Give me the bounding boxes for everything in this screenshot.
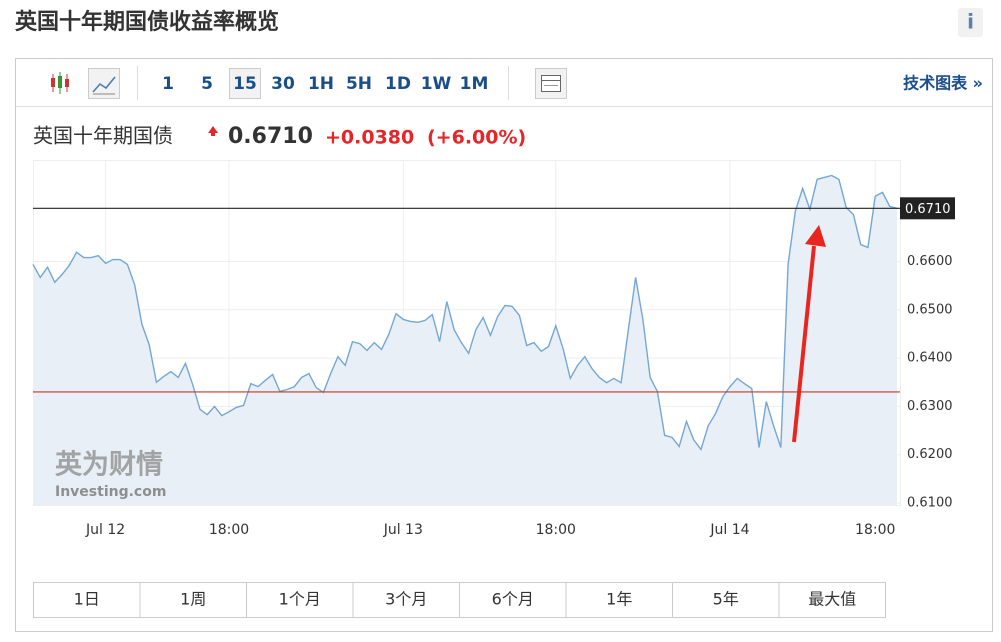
range-button[interactable] xyxy=(565,582,673,618)
price-tag xyxy=(900,197,955,220)
info-button[interactable] xyxy=(958,8,983,37)
y-tick-label: 0.6500 xyxy=(907,302,953,317)
range-button[interactable] xyxy=(459,582,567,618)
interval-button[interactable]: 1D xyxy=(385,74,411,94)
x-tick-label: 18:00 xyxy=(536,522,576,538)
range-button[interactable] xyxy=(352,582,460,618)
price-change-pct: (+6.00%) xyxy=(427,127,526,149)
watermark-cn: 英为财情 xyxy=(55,450,163,481)
y-tick-label: 0.6600 xyxy=(907,254,953,269)
plot-layer: 0.6100 0.6200 0.6300 0.6400 0.6500 0.6600 Jul … xyxy=(32,160,955,538)
y-tick-label: 0.6100 xyxy=(907,496,953,511)
range-label[interactable]: 1日 xyxy=(74,590,100,609)
interval-button[interactable]: 1 xyxy=(162,74,174,94)
range-label[interactable]: 5年 xyxy=(713,590,739,609)
technical-charts-link[interactable]: 技术图表 » xyxy=(903,74,983,93)
interval-button[interactable]: 1W xyxy=(421,74,452,94)
range-label[interactable]: 3个月 xyxy=(385,590,427,609)
page-title: 英国十年期国债收益率概览 xyxy=(15,9,279,35)
instrument-name: 英国十年期国债 xyxy=(33,124,173,148)
x-tick-label: 18:00 xyxy=(209,522,249,538)
interval-button[interactable]: 15 xyxy=(233,74,257,94)
last-price: 0.6710 xyxy=(228,124,313,149)
interval-button[interactable]: 5 xyxy=(201,74,213,94)
range-button[interactable] xyxy=(139,582,247,618)
x-tick-label: Jul 13 xyxy=(383,522,423,538)
icon-stroke xyxy=(65,79,69,87)
icon-stroke xyxy=(51,78,55,87)
price-line xyxy=(32,174,898,451)
range-button[interactable] xyxy=(672,582,780,618)
interval-active[interactable] xyxy=(229,68,261,99)
interval-button[interactable]: 1H xyxy=(308,74,334,94)
info-icon[interactable]: i xyxy=(967,10,974,34)
annotation-arrowhead xyxy=(805,225,826,247)
interval-button[interactable]: 1M xyxy=(460,74,489,94)
area-fill xyxy=(33,175,897,505)
y-tick-label: 0.6200 xyxy=(907,447,953,462)
line-icon xyxy=(92,76,116,93)
range-button[interactable] xyxy=(778,582,886,618)
range-label[interactable]: 6个月 xyxy=(492,590,534,609)
price-tag-label: 0.6710 xyxy=(905,202,951,217)
interval-button[interactable]: 30 xyxy=(271,74,295,94)
watermark-en: Investing.com xyxy=(55,484,166,500)
x-tick-label: Jul 14 xyxy=(709,522,749,538)
annotation-arrow xyxy=(792,245,816,443)
table-icon xyxy=(541,75,561,92)
price-change: +0.0380 xyxy=(325,127,414,149)
x-tick-label: Jul 12 xyxy=(85,522,125,538)
y-tick-label: 0.6400 xyxy=(907,351,953,366)
icon-stroke xyxy=(58,76,62,88)
range-button[interactable] xyxy=(33,582,141,618)
x-tick-label: 18:00 xyxy=(855,522,895,538)
range-label[interactable]: 1个月 xyxy=(279,590,321,609)
candle-icon[interactable] xyxy=(51,72,69,94)
interval-button[interactable]: 5H xyxy=(346,74,372,94)
range-bar: 1日 1周 1个月 3个月 6个月 1年 5年 最大值 xyxy=(33,582,886,618)
range-label[interactable]: 1周 xyxy=(180,590,206,609)
range-label[interactable]: 1年 xyxy=(606,590,632,609)
range-label[interactable]: 最大值 xyxy=(808,590,856,609)
y-tick-label: 0.6300 xyxy=(907,399,953,414)
up-arrow xyxy=(208,126,218,136)
